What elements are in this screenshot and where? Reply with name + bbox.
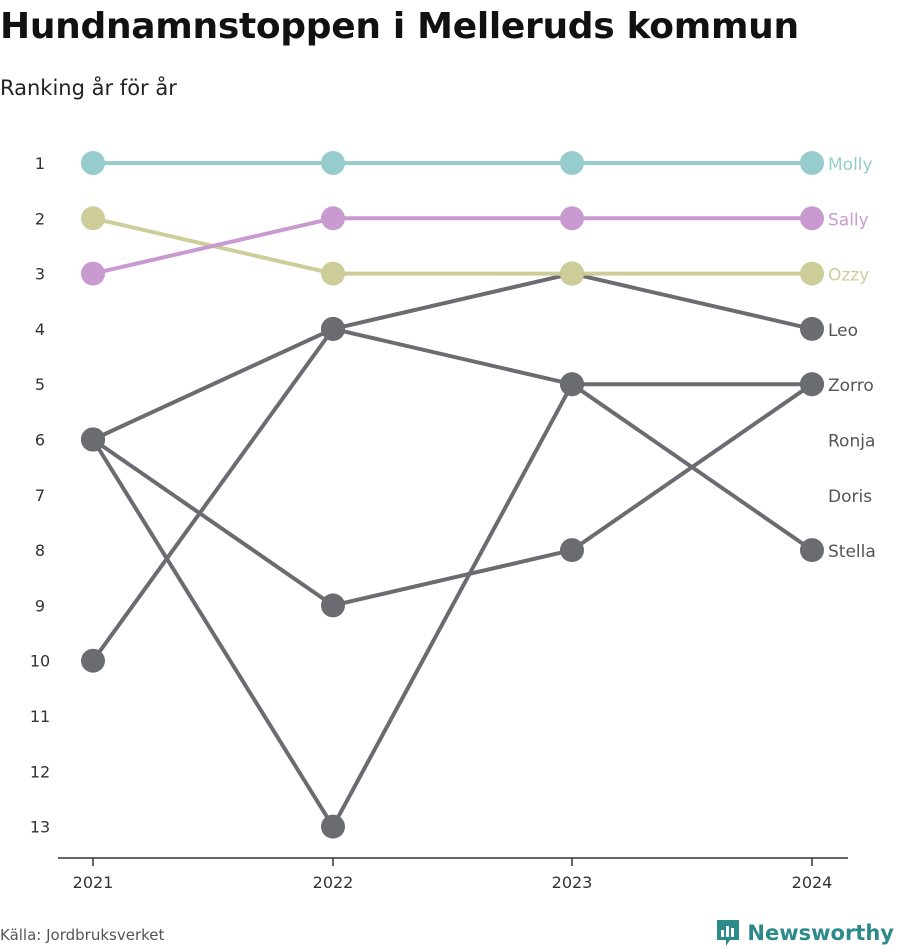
data-point-series-5-1: [321, 593, 345, 618]
data-point-sally-0: [81, 261, 105, 286]
bar-chart-icon: [717, 920, 740, 946]
end-label-molly: Molly: [828, 155, 873, 175]
chart-subtitle: Ranking år för år: [0, 76, 177, 100]
y-tick-label: 4: [35, 320, 45, 339]
data-point-series-5-0: [81, 427, 105, 452]
data-point-series-5-2: [560, 538, 584, 563]
series-line-sally: [91, 216, 814, 276]
y-tick-label: 6: [35, 431, 45, 450]
data-point-molly-1: [321, 151, 345, 175]
y-tick-label: 10: [30, 652, 50, 671]
data-point-ozzy-2: [560, 261, 584, 286]
data-point-ozzy-3: [800, 261, 824, 286]
data-point-molly-2: [560, 151, 584, 175]
data-point-sally-1: [321, 206, 345, 231]
data-point-stella-2: [560, 372, 584, 397]
data-point-sally-2: [560, 206, 584, 231]
data-point-sally-3: [800, 206, 824, 231]
x-tick-label: 2023: [552, 873, 593, 892]
end-label-sally: Sally: [828, 210, 869, 230]
series-line-leo: [91, 271, 814, 663]
y-tick-label: 13: [30, 818, 50, 837]
y-tick-label: 5: [35, 375, 45, 394]
x-tick-label: 2024: [792, 873, 833, 892]
data-point-molly-3: [800, 151, 824, 175]
y-tick-label: 9: [35, 596, 45, 615]
data-point-zorro-1: [321, 316, 345, 341]
end-label-stella: Stella: [828, 542, 876, 562]
data-point-series-5-3: [800, 372, 824, 397]
data-point-ozzy-0: [81, 206, 105, 231]
end-label-doris: Doris: [828, 487, 872, 507]
data-point-leo-3: [800, 316, 824, 341]
series-line-ozzy: [91, 216, 814, 276]
chart-title: Hundnamnstoppen i Melleruds kommun: [0, 6, 799, 47]
newsworthy-logo[interactable]: Newsworthy: [715, 918, 894, 948]
end-label-zorro: Zorro: [828, 376, 874, 396]
end-label-ozzy: Ozzy: [828, 266, 869, 286]
brand-name: Newsworthy: [747, 921, 894, 945]
series-line-stella: [91, 382, 814, 829]
series-line-zorro: [91, 326, 814, 442]
y-tick-label: 3: [35, 265, 45, 284]
y-tick-label: 2: [35, 209, 45, 228]
x-axis: 2021 2022 2023 2024: [58, 857, 848, 892]
y-tick-label: 11: [30, 707, 50, 726]
data-point-stella-3: [800, 538, 824, 563]
x-tick-label: 2021: [73, 873, 114, 892]
end-labels: Molly Sally Ozzy Leo Zorro Ronja Doris Stella: [828, 155, 876, 562]
y-tick-label: 8: [35, 541, 45, 560]
y-tick-label: 1: [35, 154, 45, 173]
series-points: [81, 151, 824, 839]
series-line-series-5: [91, 382, 814, 608]
y-tick-label: 7: [35, 486, 45, 505]
data-point-stella-1: [321, 814, 345, 839]
end-label-leo: Leo: [828, 321, 858, 341]
data-point-leo-0: [81, 648, 105, 673]
y-tick-label: 12: [30, 762, 50, 781]
series-lines: [91, 161, 814, 829]
data-point-ozzy-1: [321, 261, 345, 286]
end-label-ronja: Ronja: [828, 432, 875, 452]
x-tick-label: 2022: [313, 873, 354, 892]
source-note: Källa: Jordbruksverket: [0, 926, 165, 944]
data-point-molly-0: [81, 151, 105, 175]
